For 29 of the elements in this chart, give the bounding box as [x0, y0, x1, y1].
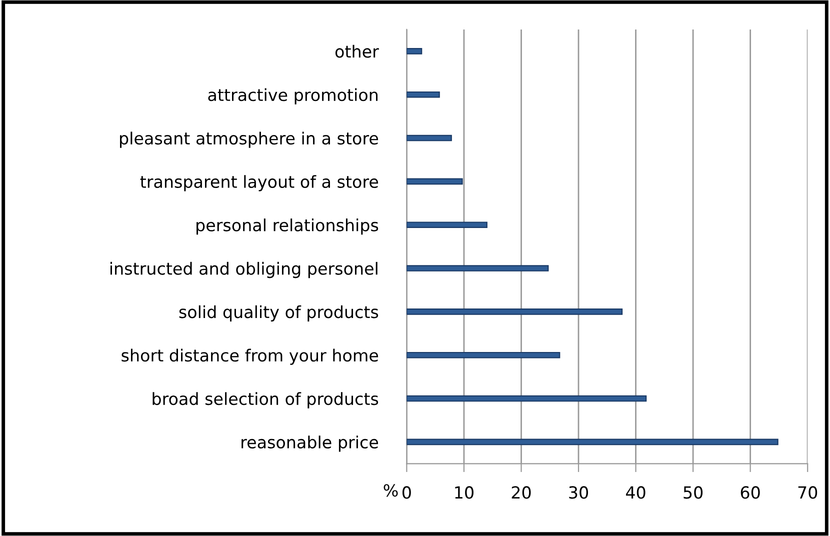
- x-tick-label: 60: [740, 486, 760, 499]
- x-axis-title: %: [384, 484, 398, 497]
- y-tick-label: transparent layout of a store: [140, 175, 378, 192]
- x-tick-label: 20: [512, 486, 531, 499]
- y-tick-label: solid quality of products: [179, 305, 378, 322]
- x-tick-label: 50: [684, 486, 703, 499]
- x-tick-label: 0: [402, 486, 411, 499]
- y-tick-label: instructed and obliging personel: [110, 262, 378, 278]
- bar: [406, 178, 463, 185]
- bar: [406, 91, 440, 98]
- y-tick-label: other: [335, 44, 379, 58]
- x-tick-label: 30: [569, 486, 588, 499]
- bar: [406, 134, 452, 142]
- bar: [406, 222, 488, 228]
- bar: [406, 308, 623, 315]
- bar: [406, 265, 549, 272]
- bar: [406, 395, 647, 402]
- y-tick-label: attractive promotion: [208, 88, 378, 104]
- x-tick-label: 10: [455, 486, 474, 499]
- x-tick-label: 40: [626, 486, 646, 499]
- bar: [406, 352, 560, 358]
- bar: [406, 438, 778, 446]
- y-tick-label: personal relationships: [196, 218, 378, 235]
- y-tick-label: broad selection of products: [152, 392, 378, 408]
- x-tick-label: 70: [798, 486, 818, 499]
- y-tick-label: pleasant atmosphere in a store: [120, 132, 378, 148]
- y-tick-label: reasonable price: [242, 436, 378, 452]
- bar: [406, 48, 422, 54]
- y-tick-label: short distance from your home: [122, 348, 378, 365]
